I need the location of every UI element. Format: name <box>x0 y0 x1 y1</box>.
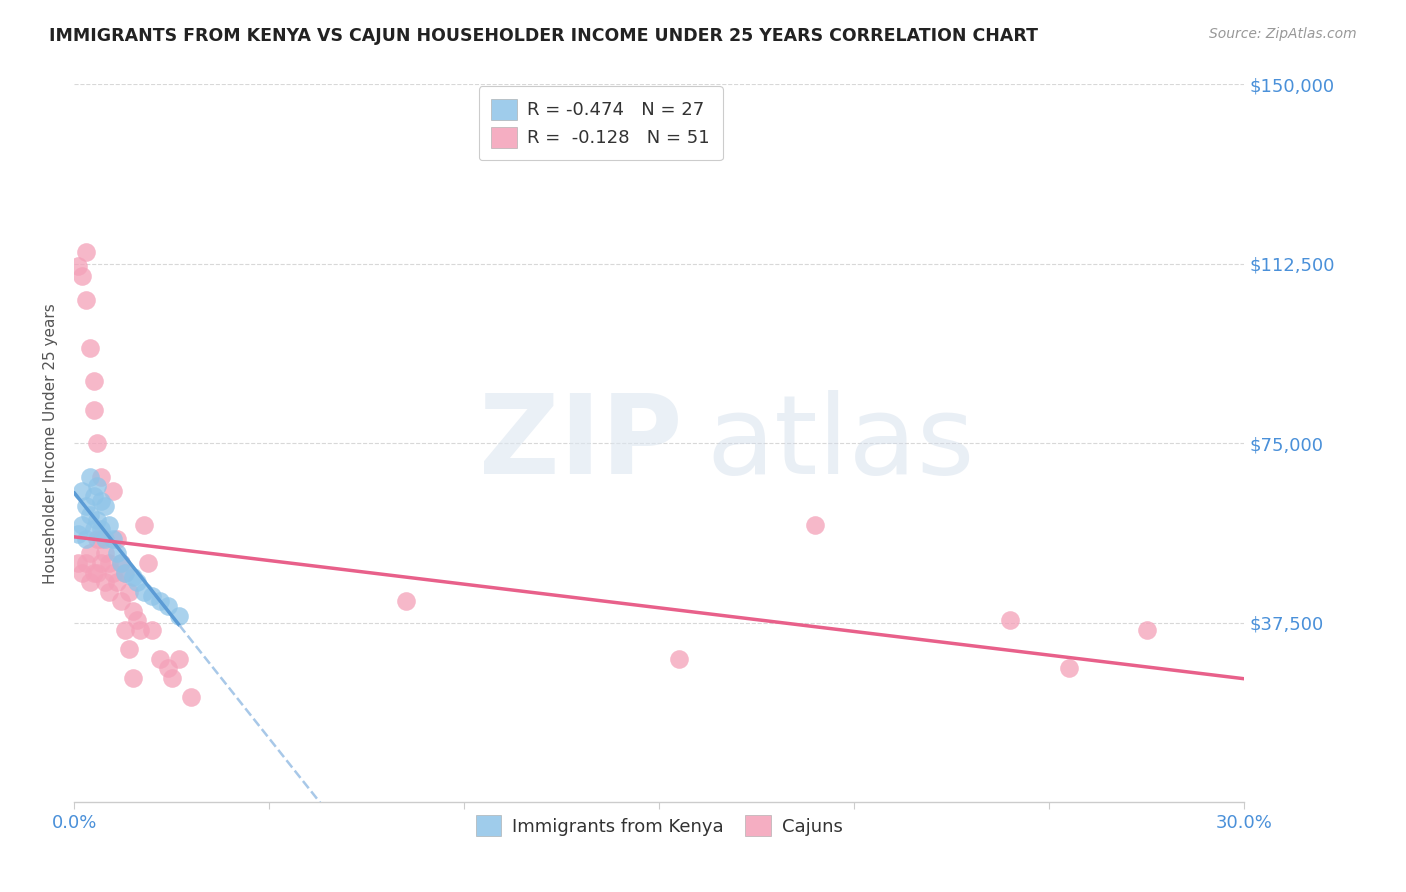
Point <box>169 651 191 665</box>
Point <box>75 499 97 513</box>
Point <box>149 594 172 608</box>
Point <box>79 341 101 355</box>
Point <box>105 575 128 590</box>
Point <box>86 532 108 546</box>
Point <box>804 517 827 532</box>
Point <box>83 402 105 417</box>
Point <box>129 623 152 637</box>
Point <box>160 671 183 685</box>
Point <box>75 293 97 307</box>
Point <box>1057 661 1080 675</box>
Point <box>98 556 121 570</box>
Point <box>66 527 89 541</box>
Point <box>101 566 124 580</box>
Y-axis label: Householder Income Under 25 years: Householder Income Under 25 years <box>44 303 58 583</box>
Point <box>101 532 124 546</box>
Point <box>668 651 690 665</box>
Text: atlas: atlas <box>706 390 974 497</box>
Point <box>114 566 136 580</box>
Point <box>136 556 159 570</box>
Point <box>75 244 97 259</box>
Legend: Immigrants from Kenya, Cajuns: Immigrants from Kenya, Cajuns <box>468 808 849 844</box>
Point <box>156 661 179 675</box>
Point <box>94 499 117 513</box>
Point <box>141 623 163 637</box>
Point <box>86 436 108 450</box>
Point <box>75 556 97 570</box>
Point <box>105 532 128 546</box>
Point <box>110 556 132 570</box>
Point <box>90 556 112 570</box>
Point <box>94 575 117 590</box>
Point <box>169 608 191 623</box>
Point <box>395 594 418 608</box>
Point <box>134 584 156 599</box>
Point <box>66 260 89 274</box>
Point <box>121 671 143 685</box>
Point <box>118 584 141 599</box>
Point <box>180 690 202 704</box>
Text: IMMIGRANTS FROM KENYA VS CAJUN HOUSEHOLDER INCOME UNDER 25 YEARS CORRELATION CHA: IMMIGRANTS FROM KENYA VS CAJUN HOUSEHOLD… <box>49 27 1038 45</box>
Point <box>98 517 121 532</box>
Point <box>134 517 156 532</box>
Point <box>70 484 93 499</box>
Text: ZIP: ZIP <box>479 390 683 497</box>
Point <box>70 517 93 532</box>
Point <box>79 546 101 560</box>
Point <box>1136 623 1159 637</box>
Point <box>79 575 101 590</box>
Point <box>90 493 112 508</box>
Point <box>79 470 101 484</box>
Point <box>86 566 108 580</box>
Point <box>86 479 108 493</box>
Point <box>101 484 124 499</box>
Point <box>149 651 172 665</box>
Point <box>94 546 117 560</box>
Text: Source: ZipAtlas.com: Source: ZipAtlas.com <box>1209 27 1357 41</box>
Point <box>125 614 148 628</box>
Point <box>75 532 97 546</box>
Point <box>90 532 112 546</box>
Point <box>105 546 128 560</box>
Point <box>90 470 112 484</box>
Point <box>79 508 101 523</box>
Point <box>86 513 108 527</box>
Point <box>156 599 179 613</box>
Point <box>114 566 136 580</box>
Point <box>83 489 105 503</box>
Point <box>98 584 121 599</box>
Point <box>118 642 141 657</box>
Point <box>83 566 105 580</box>
Point <box>121 604 143 618</box>
Point <box>110 556 132 570</box>
Point <box>70 268 93 283</box>
Point <box>110 594 132 608</box>
Point <box>70 566 93 580</box>
Point <box>90 523 112 537</box>
Point <box>83 523 105 537</box>
Point <box>121 570 143 584</box>
Point <box>1000 614 1022 628</box>
Point <box>94 532 117 546</box>
Point <box>66 556 89 570</box>
Point <box>141 590 163 604</box>
Point <box>83 374 105 388</box>
Point <box>114 623 136 637</box>
Point <box>125 575 148 590</box>
